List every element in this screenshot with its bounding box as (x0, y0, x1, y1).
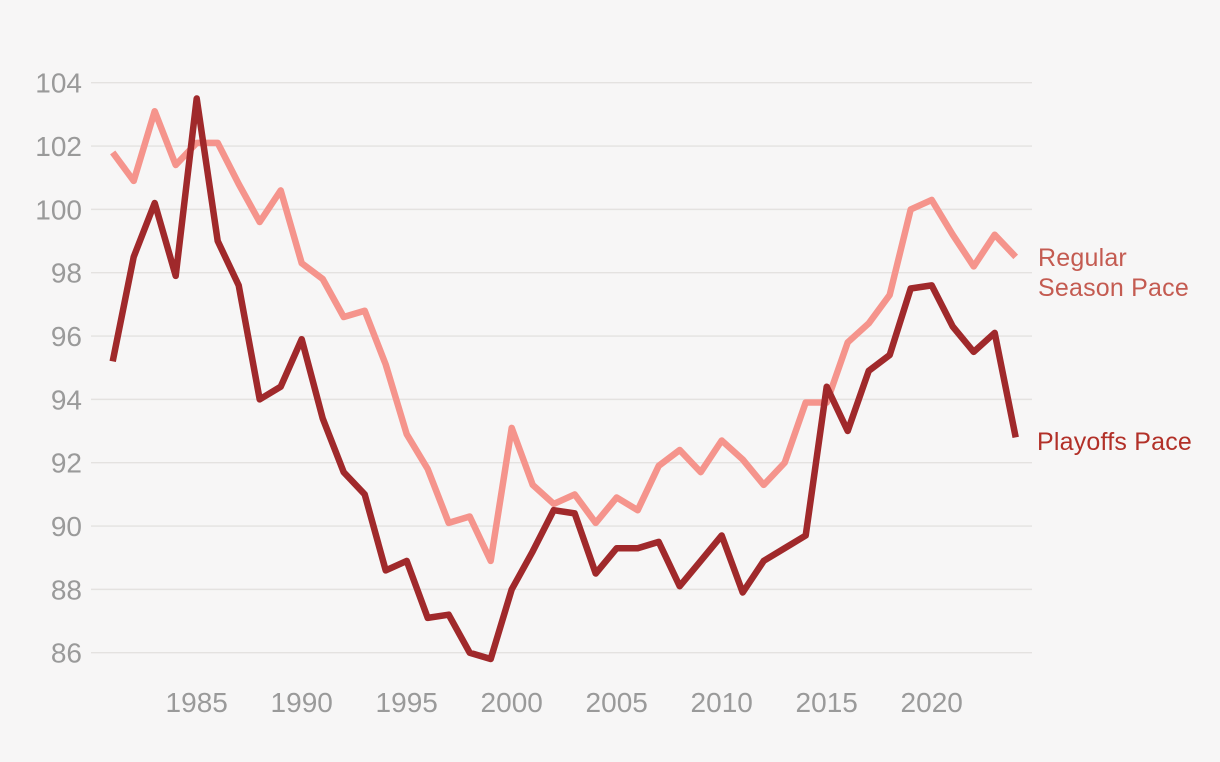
y-tick-label: 86 (51, 638, 82, 669)
x-tick-label: 2020 (901, 687, 963, 718)
playoffs-line (109, 95, 1019, 663)
y-tick-label: 100 (35, 194, 82, 225)
y-tick-label: 104 (35, 68, 82, 99)
y-tick-label: 102 (35, 131, 82, 162)
y-tick-label: 98 (51, 258, 82, 289)
x-tick-label: 2015 (796, 687, 858, 718)
regular-season-series-label: Regular Season Pace (1038, 243, 1189, 303)
x-tick-label: 2010 (691, 687, 753, 718)
x-tick-label: 1985 (166, 687, 228, 718)
regular-season-line (110, 107, 1019, 565)
x-tick-label: 1990 (271, 687, 333, 718)
playoffs-series-label: Playoffs Pace (1037, 427, 1192, 457)
x-tick-label: 2000 (481, 687, 543, 718)
regular-season-label-line2: Season Pace (1038, 274, 1189, 302)
x-tick-label: 2005 (586, 687, 648, 718)
y-tick-label: 90 (51, 511, 82, 542)
x-tick-label: 1995 (376, 687, 438, 718)
y-tick-label: 96 (51, 321, 82, 352)
y-tick-label: 94 (51, 384, 82, 415)
playoffs-label-line1: Playoffs Pace (1037, 428, 1193, 456)
y-tick-label: 92 (51, 448, 82, 479)
regular-season-label-line1: Regular (1038, 244, 1127, 272)
y-tick-label: 88 (51, 574, 82, 605)
